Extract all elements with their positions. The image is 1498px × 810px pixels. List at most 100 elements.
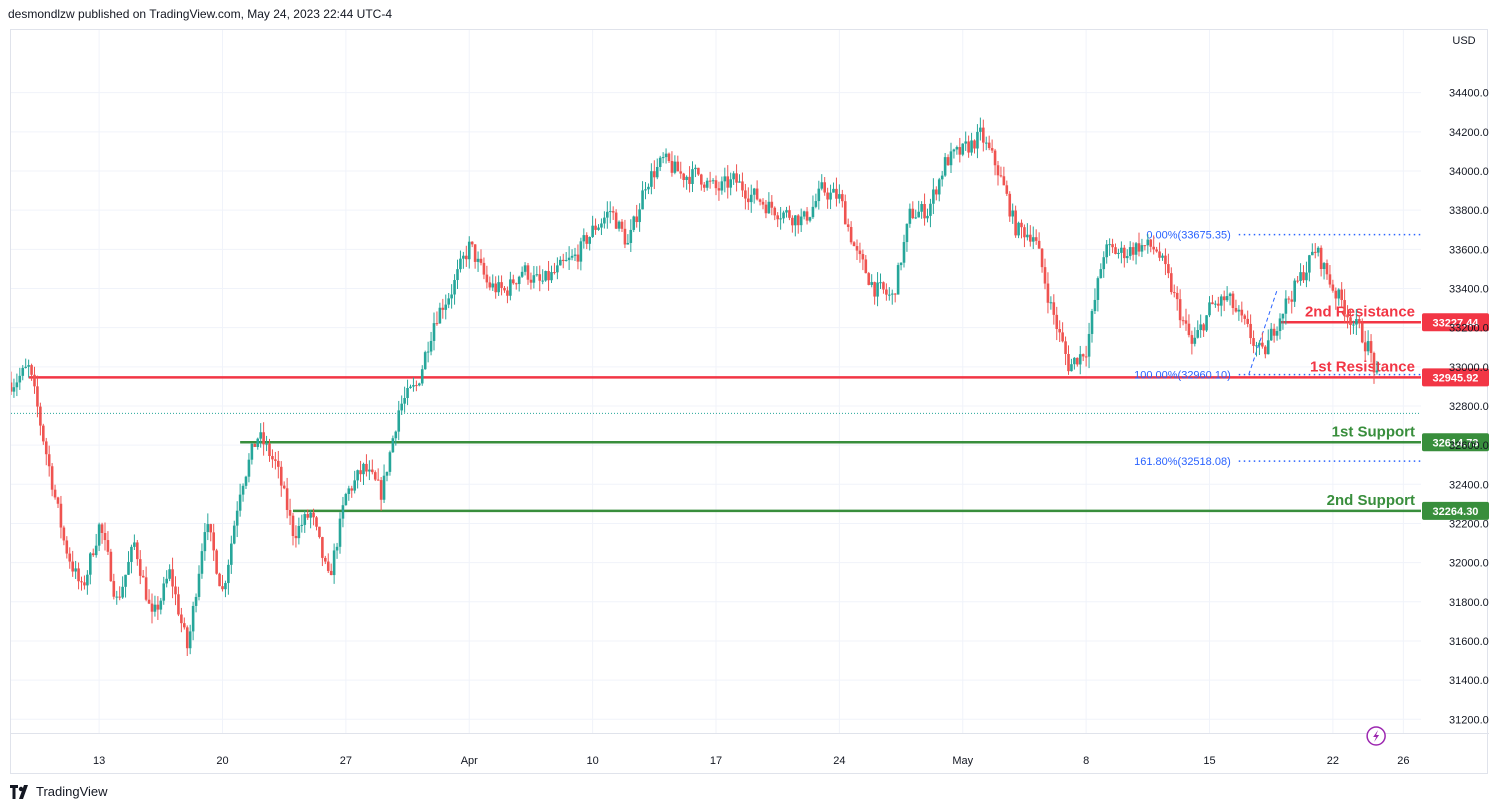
candle-body — [341, 505, 345, 519]
candle-body — [1219, 296, 1223, 306]
candle-body — [1131, 247, 1135, 255]
candle-body — [573, 254, 577, 256]
candle-body — [1199, 324, 1202, 331]
candle-body — [200, 551, 204, 574]
candle-body — [212, 532, 215, 551]
time-tick-label: May — [952, 755, 973, 767]
candle-body — [191, 605, 195, 632]
candle-body — [338, 518, 342, 547]
tradingview-logo-icon — [10, 784, 28, 799]
candle-body — [482, 262, 486, 275]
candle-body — [235, 510, 239, 526]
candle-body — [823, 182, 826, 193]
tradingview-brand[interactable]: TradingView — [10, 784, 108, 799]
candle-body — [1264, 346, 1267, 355]
candle-body — [635, 216, 638, 223]
candle-body — [133, 542, 136, 547]
candle-body — [418, 383, 421, 386]
candle-body — [843, 201, 847, 225]
candle-body — [1217, 303, 1220, 306]
candle-body — [711, 180, 715, 182]
candle-body — [291, 515, 295, 536]
candle-body — [829, 192, 832, 200]
currency-label: USD — [1452, 35, 1475, 47]
candle-body — [282, 485, 286, 489]
candle-body — [932, 189, 935, 204]
candle-body — [808, 217, 812, 221]
chart-area[interactable]: 1st Resistance 32945.92 2nd Resistance 3322… — [10, 29, 1489, 775]
candle-body — [503, 287, 506, 291]
level-name-label: 1st Support — [1332, 423, 1415, 440]
candle-body — [920, 204, 923, 212]
candle-body — [188, 631, 192, 649]
fib-level-label: 100.00%(32960.10) — [1134, 370, 1231, 382]
candle-body — [206, 524, 210, 533]
candle-body — [1058, 329, 1061, 333]
candle-body — [91, 553, 95, 556]
candle-body — [949, 151, 953, 166]
candle-body — [1313, 251, 1317, 253]
candle-body — [670, 161, 674, 173]
candle-body — [180, 614, 183, 624]
candle-body — [732, 173, 735, 180]
candle-body — [1134, 243, 1138, 255]
candle-body — [1302, 272, 1305, 281]
candle-body — [379, 480, 383, 500]
level-price-label: 32264.30 — [1433, 506, 1479, 518]
candle-body — [224, 583, 227, 590]
candle-body — [782, 212, 785, 219]
candle-body — [1011, 210, 1014, 217]
price-tick-label: 32000.00 — [1449, 558, 1489, 570]
candle-body — [553, 272, 556, 274]
candle-body — [171, 569, 174, 587]
fib-trend-line — [1248, 288, 1279, 375]
candle-body — [1287, 298, 1291, 300]
candle-body — [676, 161, 680, 172]
candle-body — [74, 568, 77, 572]
candle-body — [371, 469, 374, 473]
candle-body — [432, 323, 436, 341]
candle-body — [611, 211, 615, 213]
candle-body — [814, 201, 818, 207]
candlestick-chart[interactable]: 1st Resistance 32945.92 2nd Resistance 3322… — [11, 30, 1489, 775]
candle-body — [1175, 292, 1179, 300]
candle-body — [538, 274, 542, 281]
candle-body — [1278, 318, 1282, 332]
candle-body — [100, 524, 104, 534]
candle-body — [1128, 247, 1132, 257]
candle-body — [83, 582, 86, 586]
candle-body — [1322, 263, 1326, 270]
candle-body — [1349, 317, 1352, 326]
candle-body — [817, 188, 821, 202]
candle-body — [873, 282, 876, 297]
candle-body — [1017, 222, 1020, 236]
candle-body — [262, 432, 265, 445]
time-tick-label: 27 — [340, 755, 352, 767]
candle-body — [244, 476, 248, 486]
candle-body — [1187, 323, 1191, 336]
candle-body — [655, 166, 659, 178]
candle-body — [53, 489, 57, 498]
level-price-tag — [1422, 501, 1489, 520]
candle-body — [459, 258, 462, 270]
candle-body — [1067, 353, 1070, 372]
candle-body — [259, 432, 262, 439]
candle-body — [855, 246, 859, 251]
time-axis: 13 20 27 Apr 10 17 24 May 8 15 22 26 — [11, 733, 1489, 767]
candle-body — [315, 517, 318, 527]
candle-body — [324, 557, 327, 562]
candle-body — [955, 147, 959, 150]
candle-body — [197, 573, 201, 597]
candle-body — [89, 553, 92, 575]
candle-body — [47, 454, 51, 467]
candle-body — [582, 235, 586, 242]
candle-body — [30, 365, 33, 375]
candle-body — [764, 204, 768, 214]
candle-body — [1305, 272, 1308, 281]
price-tick-label: 33400.00 — [1449, 283, 1489, 295]
candle-body — [265, 443, 268, 445]
level-price-tag — [1422, 313, 1489, 332]
price-tick-label: 31600.00 — [1449, 636, 1489, 648]
candle-body — [752, 188, 756, 195]
candle-body — [638, 209, 641, 223]
